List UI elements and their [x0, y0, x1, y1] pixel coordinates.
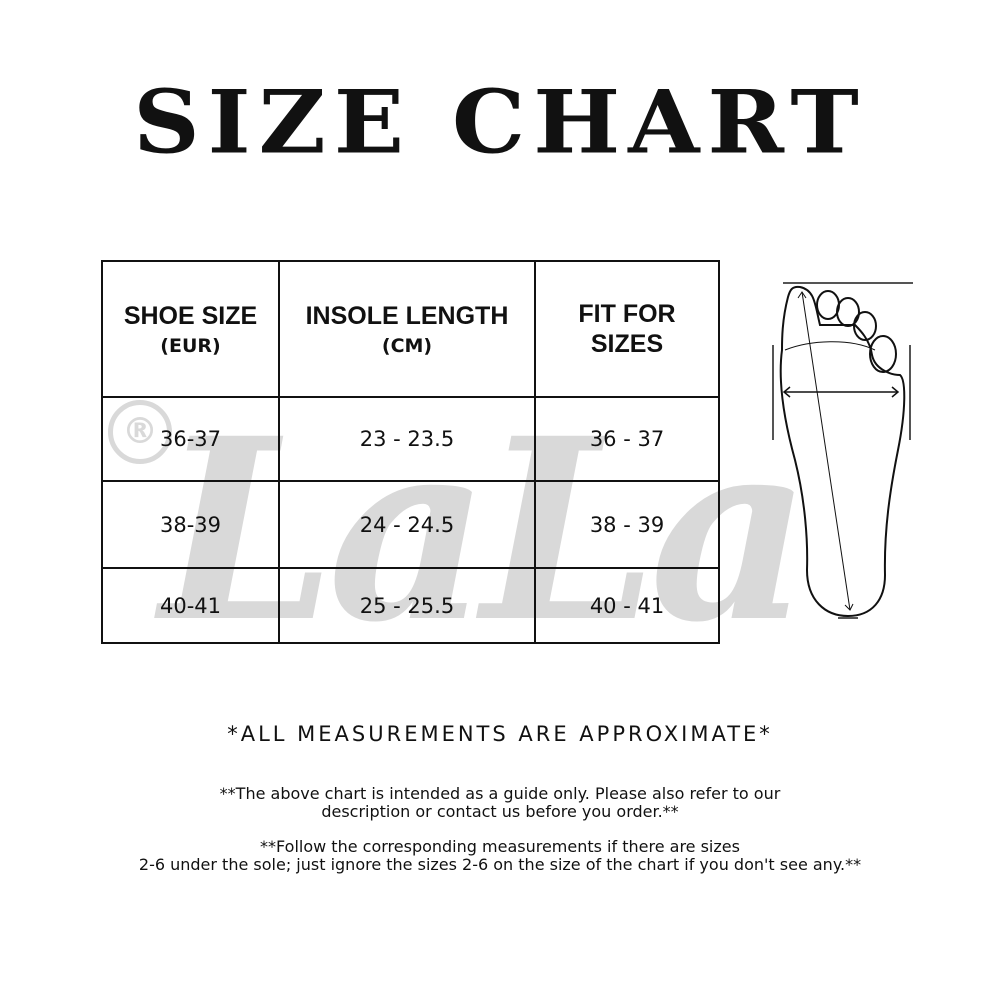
- table-row: 36-37 23 - 23.5 36 - 37: [101, 396, 720, 482]
- cell: 25 - 25.5: [278, 567, 536, 644]
- cell: 36-37: [101, 396, 280, 482]
- cell: 24 - 24.5: [278, 480, 536, 569]
- cell: 38 - 39: [534, 480, 720, 569]
- follow-note-line1: **Follow the corresponding measurements …: [260, 837, 740, 856]
- table-row: 40-41 25 - 25.5 40 - 41: [101, 567, 720, 644]
- header-insole-length: INSOLE LENGTH (CM): [278, 260, 536, 398]
- size-table: SHOE SIZE (EUR) INSOLE LENGTH (CM) FIT FOR…: [101, 260, 720, 644]
- guide-note-line1: **The above chart is intended as a guide…: [219, 784, 781, 803]
- approximate-note: *ALL MEASUREMENTS ARE APPROXIMATE*: [227, 722, 773, 746]
- header-shoe-size: SHOE SIZE (EUR): [101, 260, 280, 398]
- guide-note-line2: description or contact us before you ord…: [321, 802, 679, 821]
- header-fit-for-sizes: FIT FOR SIZES: [534, 260, 720, 398]
- cell: 23 - 23.5: [278, 396, 536, 482]
- foot-measurement-diagram: [772, 282, 913, 619]
- page-title: SIZE CHART: [133, 70, 867, 174]
- cell: 38-39: [101, 480, 280, 569]
- follow-note-line2: 2-6 under the sole; just ignore the size…: [138, 855, 862, 874]
- cell: 40-41: [101, 567, 280, 644]
- cell: 36 - 37: [534, 396, 720, 482]
- table-row: 38-39 24 - 24.5 38 - 39: [101, 480, 720, 569]
- cell: 40 - 41: [534, 567, 720, 644]
